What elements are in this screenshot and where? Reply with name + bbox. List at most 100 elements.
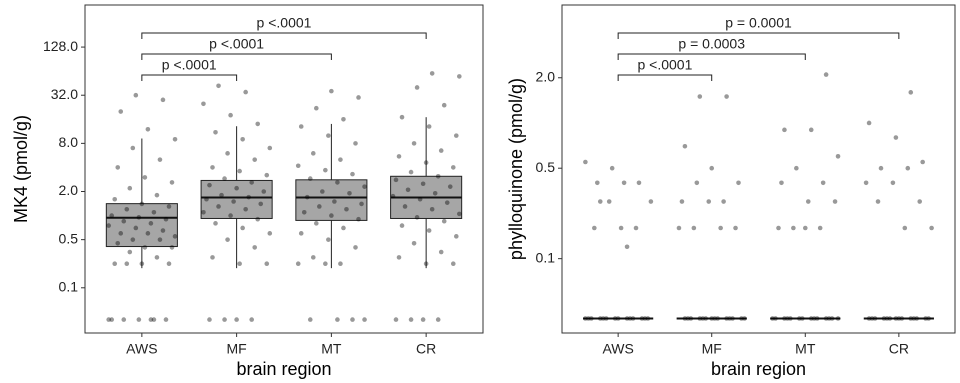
data-point: [441, 218, 447, 224]
data-point: [642, 316, 648, 321]
data-point: [353, 141, 358, 146]
data-point: [127, 249, 133, 255]
data-point: [615, 316, 621, 321]
data-point: [225, 151, 230, 156]
data-point: [399, 114, 405, 120]
data-point: [356, 95, 361, 100]
panel-border: [561, 4, 956, 334]
data-point: [718, 225, 723, 231]
data-point: [823, 316, 829, 321]
data-point: [172, 136, 178, 142]
data-point: [444, 200, 450, 205]
data-point: [139, 201, 145, 207]
significance-bracket: [617, 74, 713, 81]
data-point: [213, 130, 218, 135]
data-point: [405, 187, 411, 193]
data-point: [645, 316, 651, 321]
data-point: [228, 112, 233, 118]
x-tick-label: MF: [702, 341, 722, 357]
data-point: [893, 316, 899, 321]
data-point: [682, 316, 688, 321]
data-point: [420, 317, 426, 322]
data-point: [323, 167, 328, 173]
data-point: [219, 192, 224, 198]
data-point: [228, 213, 233, 218]
data-point: [106, 317, 111, 322]
data-point: [911, 316, 917, 321]
data-point: [739, 316, 744, 321]
data-point: [295, 163, 301, 169]
data-point: [926, 316, 931, 321]
data-point: [426, 124, 432, 129]
data-point: [703, 316, 709, 321]
data-point: [249, 317, 254, 322]
data-point: [417, 196, 423, 202]
data-point: [396, 154, 402, 159]
data-point: [332, 199, 337, 204]
data-point: [216, 204, 221, 209]
data-point: [362, 317, 367, 322]
data-point: [350, 317, 355, 322]
data-point: [216, 83, 221, 89]
data-point: [893, 135, 899, 140]
data-point: [823, 72, 829, 77]
data-point: [676, 225, 682, 231]
data-point: [694, 180, 700, 186]
data-point: [420, 181, 426, 187]
data-point: [863, 180, 869, 186]
x-tick-label: MF: [227, 341, 247, 357]
data-point: [249, 180, 254, 185]
data-point: [222, 176, 227, 181]
data-point: [166, 204, 172, 209]
data-point: [679, 199, 685, 204]
data-point: [154, 255, 160, 260]
data-point: [201, 101, 206, 107]
data-point: [627, 316, 633, 321]
data-point: [438, 148, 444, 153]
data-point: [160, 228, 166, 233]
data-point: [612, 316, 618, 321]
y-tick-label: 0.1: [59, 278, 79, 294]
data-point: [264, 261, 270, 267]
data-point: [721, 199, 726, 204]
data-point: [835, 316, 841, 321]
data-point: [246, 194, 251, 200]
data-point: [450, 261, 456, 267]
data-point: [733, 225, 738, 231]
data-point: [887, 316, 893, 321]
data-point: [172, 234, 178, 239]
data-point: [624, 316, 630, 321]
data-point: [157, 237, 163, 242]
data-point: [811, 316, 817, 321]
data-point: [234, 317, 239, 322]
data-point: [157, 157, 163, 162]
data-point: [639, 316, 645, 321]
data-point: [432, 190, 438, 196]
y-tick-label: 0.1: [536, 249, 556, 265]
significance-bracket: [141, 74, 238, 81]
data-point: [866, 316, 872, 321]
data-point: [118, 109, 124, 114]
data-point: [237, 261, 242, 267]
data-point: [252, 157, 258, 162]
data-point: [237, 168, 242, 174]
data-point: [411, 141, 417, 146]
data-point: [808, 127, 814, 133]
y-tick-label: 0.5: [536, 159, 556, 175]
data-point: [835, 154, 841, 159]
data-point: [423, 160, 429, 165]
data-point: [124, 261, 130, 267]
data-point: [115, 241, 121, 246]
data-point: [139, 261, 145, 267]
y-tick-label: 0.5: [59, 230, 79, 246]
data-point: [243, 206, 248, 212]
data-point: [267, 231, 273, 236]
data-point: [742, 316, 747, 321]
data-point: [169, 245, 175, 250]
data-point: [691, 225, 697, 231]
data-point: [301, 209, 307, 215]
data-point: [109, 213, 115, 218]
significance-label: p <.0001: [209, 36, 264, 52]
data-point: [621, 180, 627, 186]
data-point: [136, 317, 142, 322]
